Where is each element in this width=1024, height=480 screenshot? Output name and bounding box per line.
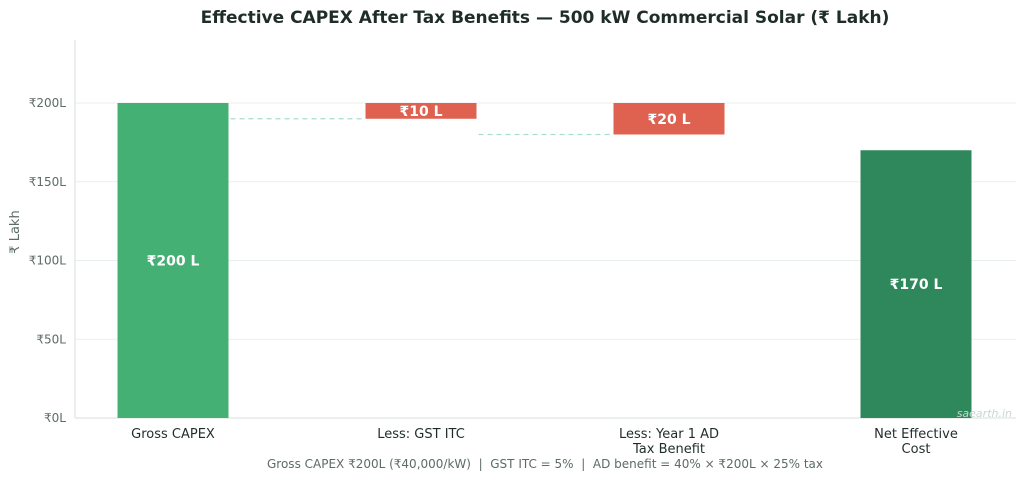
y-tick-label: ₹0L: [44, 411, 66, 425]
gridlines: [75, 102, 1016, 340]
footnote: Gross CAPEX ₹200L (₹40,000/kW) | GST ITC…: [267, 457, 823, 471]
chart-title: Effective CAPEX After Tax Benefits — 500…: [201, 8, 890, 28]
connector-lines: [230, 118, 612, 136]
watermark: saearth.in: [957, 407, 1012, 420]
y-tick-labels: ₹0L ₹50L ₹100L ₹150L ₹200L: [29, 96, 67, 425]
bar-labels: ₹200 L ₹10 L ₹20 L ₹170 L: [147, 104, 943, 293]
x-tick-label: Less: GST ITC: [377, 427, 465, 442]
category-labels: Gross CAPEX Less: GST ITC Less: Year 1 ADT…: [131, 427, 958, 457]
y-tick-label: ₹150L: [29, 175, 67, 189]
y-tick-label: ₹50L: [36, 332, 66, 346]
bar-value-label: ₹200 L: [147, 254, 200, 270]
bar: [860, 150, 972, 418]
y-tick-label: ₹200L: [29, 96, 67, 110]
bar-value-label: ₹20 L: [647, 112, 690, 128]
bar: [613, 103, 725, 135]
x-tick-label: Gross CAPEX: [131, 427, 215, 442]
x-tick-label: Cost: [902, 442, 931, 457]
x-tick-label: Less: Year 1 AD: [619, 427, 719, 442]
y-tick-label: ₹100L: [29, 254, 67, 268]
x-tick-label: Net Effective: [874, 427, 958, 442]
x-tick-label: Tax Benefit: [632, 442, 705, 457]
bar-value-label: ₹170 L: [890, 277, 943, 293]
bars: [117, 103, 972, 418]
bar: [117, 103, 229, 418]
axes: [74, 40, 1016, 419]
bar: [365, 103, 477, 119]
y-axis-label: ₹ Lakh: [8, 210, 23, 253]
bar-value-label: ₹10 L: [399, 104, 442, 120]
